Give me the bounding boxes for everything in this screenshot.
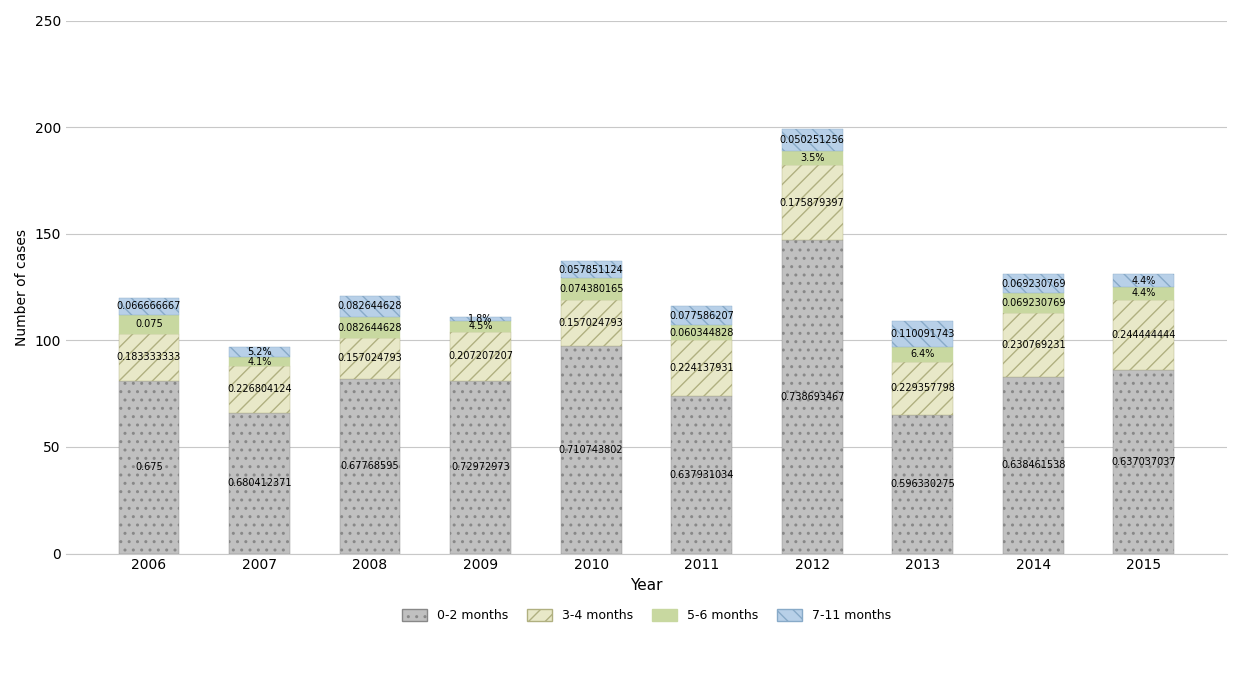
Text: 0.066666667: 0.066666667 xyxy=(117,301,181,311)
Text: 0.069230769: 0.069230769 xyxy=(1001,279,1066,289)
Text: 0.224137931: 0.224137931 xyxy=(669,363,734,373)
Bar xyxy=(1113,370,1174,554)
Bar xyxy=(560,300,621,346)
Text: 0.637931034: 0.637931034 xyxy=(669,470,734,479)
Bar xyxy=(339,338,400,379)
Bar xyxy=(229,366,289,413)
Text: 1.8%: 1.8% xyxy=(468,314,493,324)
Text: 0.075: 0.075 xyxy=(135,319,163,329)
Text: 0.157024793: 0.157024793 xyxy=(338,353,402,364)
Text: 0.060344828: 0.060344828 xyxy=(669,328,734,338)
Text: 0.082644628: 0.082644628 xyxy=(338,323,402,333)
Text: 0.229357798: 0.229357798 xyxy=(891,383,955,394)
Bar xyxy=(671,325,732,340)
Bar xyxy=(450,332,510,381)
Bar xyxy=(892,321,953,346)
Text: 4.1%: 4.1% xyxy=(247,357,272,367)
Text: 0.680412371: 0.680412371 xyxy=(227,478,292,488)
Bar xyxy=(892,415,953,554)
Bar xyxy=(118,297,179,315)
Bar xyxy=(560,261,621,278)
Bar xyxy=(892,361,953,415)
Text: 0.638461538: 0.638461538 xyxy=(1001,460,1066,470)
Text: 4.4%: 4.4% xyxy=(1131,288,1156,299)
Text: 0.110091743: 0.110091743 xyxy=(891,329,955,339)
Bar xyxy=(118,315,179,334)
Text: 0.077586207: 0.077586207 xyxy=(669,311,734,321)
Text: 0.637037037: 0.637037037 xyxy=(1112,457,1176,467)
Text: 0.157024793: 0.157024793 xyxy=(559,318,623,328)
Bar xyxy=(671,306,732,325)
Text: 0.738693467: 0.738693467 xyxy=(780,392,845,402)
Legend: 0-2 months, 3-4 months, 5-6 months, 7-11 months: 0-2 months, 3-4 months, 5-6 months, 7-11… xyxy=(397,604,895,627)
Bar xyxy=(781,130,842,151)
Bar xyxy=(450,317,510,321)
Bar xyxy=(229,357,289,366)
Text: 0.050251256: 0.050251256 xyxy=(780,135,845,145)
Text: 0.230769231: 0.230769231 xyxy=(1001,340,1066,350)
Text: 0.069230769: 0.069230769 xyxy=(1001,298,1066,308)
Text: 3.5%: 3.5% xyxy=(800,153,825,163)
Bar xyxy=(450,321,510,332)
Bar xyxy=(229,346,289,357)
Text: 0.183333333: 0.183333333 xyxy=(117,353,181,362)
Text: 0.244444444: 0.244444444 xyxy=(1112,330,1176,340)
Bar xyxy=(671,396,732,554)
Text: 0.082644628: 0.082644628 xyxy=(338,301,402,311)
X-axis label: Year: Year xyxy=(630,578,663,593)
Bar xyxy=(1002,312,1063,376)
Text: 4.4%: 4.4% xyxy=(1131,276,1156,286)
Bar xyxy=(118,334,179,381)
Bar xyxy=(1002,274,1063,293)
Text: 6.4%: 6.4% xyxy=(910,349,935,359)
Text: 0.175879397: 0.175879397 xyxy=(780,198,845,208)
Bar xyxy=(781,151,842,166)
Y-axis label: Number of cases: Number of cases xyxy=(15,228,29,346)
Text: 0.057851124: 0.057851124 xyxy=(559,265,623,275)
Text: 0.67768595: 0.67768595 xyxy=(340,461,400,471)
Bar xyxy=(339,317,400,338)
Text: 5.2%: 5.2% xyxy=(247,347,272,357)
Text: 0.675: 0.675 xyxy=(135,462,163,472)
Bar xyxy=(781,240,842,554)
Bar xyxy=(118,381,179,554)
Bar xyxy=(560,346,621,554)
Text: 0.710743802: 0.710743802 xyxy=(559,445,623,455)
Text: 0.226804124: 0.226804124 xyxy=(227,385,292,394)
Text: 4.5%: 4.5% xyxy=(468,321,493,331)
Text: 0.72972973: 0.72972973 xyxy=(451,462,510,472)
Bar xyxy=(450,381,510,554)
Bar xyxy=(1113,287,1174,300)
Bar xyxy=(671,340,732,396)
Bar xyxy=(229,413,289,554)
Bar xyxy=(1002,376,1063,554)
Bar xyxy=(339,379,400,554)
Bar xyxy=(1113,274,1174,287)
Bar xyxy=(781,166,842,240)
Text: 0.207207207: 0.207207207 xyxy=(448,351,513,361)
Text: 0.074380165: 0.074380165 xyxy=(559,284,623,294)
Text: 0.596330275: 0.596330275 xyxy=(891,479,955,489)
Bar xyxy=(1002,293,1063,312)
Bar xyxy=(339,295,400,317)
Bar xyxy=(1113,300,1174,370)
Bar xyxy=(892,346,953,361)
Bar xyxy=(560,278,621,300)
